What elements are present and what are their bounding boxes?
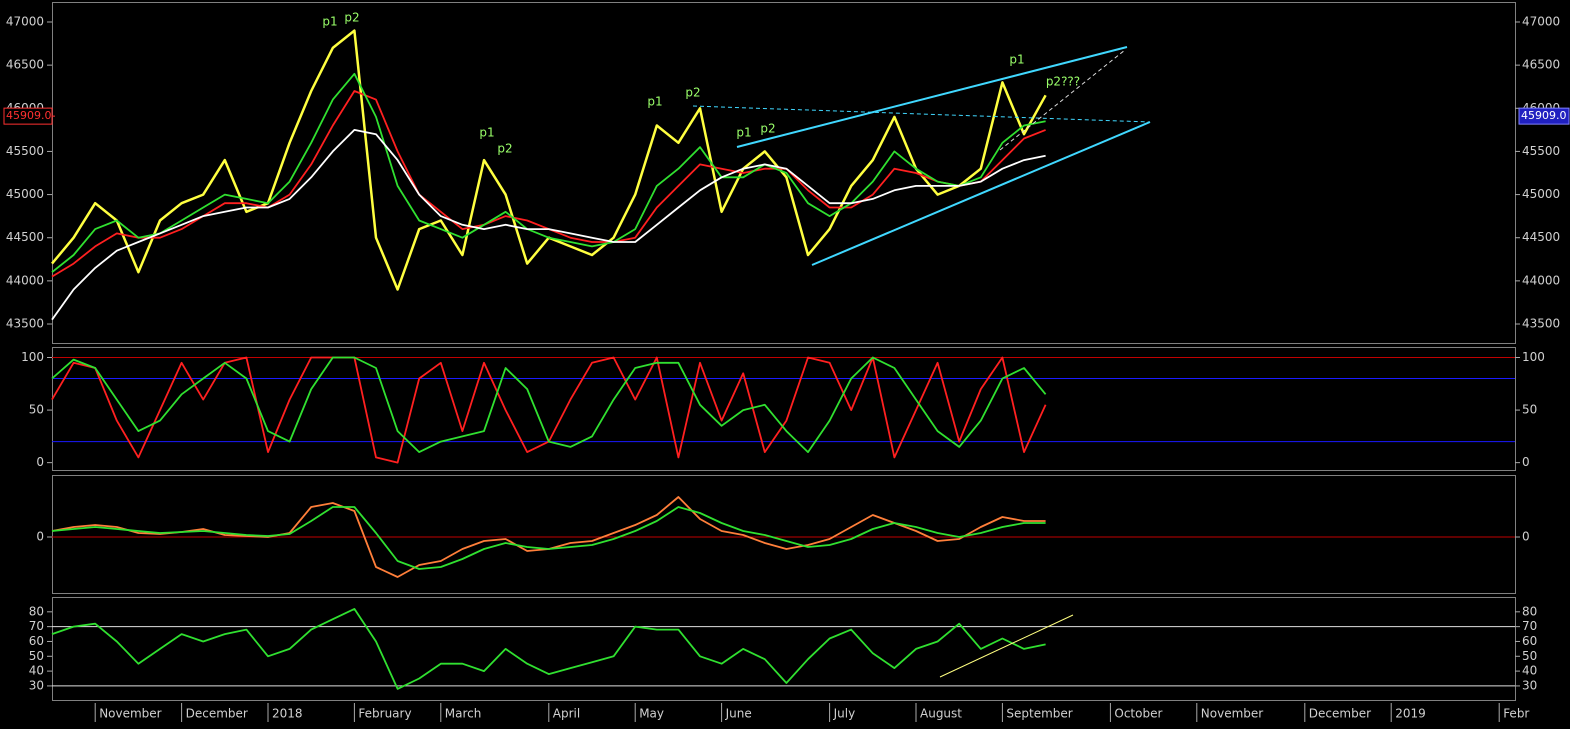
x-tick-label: Febr — [1503, 707, 1529, 721]
channel-lower — [811, 121, 1151, 266]
y-tick-label: 30 — [29, 678, 44, 692]
trendlines — [692, 46, 1151, 678]
y-tick-label: 46500 — [1522, 58, 1560, 72]
y-tick-label: 43500 — [6, 317, 44, 331]
x-tick-label: October — [1114, 707, 1162, 721]
y-tick-label: 50 — [29, 403, 44, 417]
rsi-trendline — [939, 614, 1074, 678]
y-tick-label: 46500 — [6, 58, 44, 72]
y-tick-label: 47000 — [1522, 14, 1560, 28]
annotation: p1 — [1009, 53, 1024, 67]
x-tick-label: June — [725, 707, 752, 721]
series-line — [51, 608, 1046, 690]
y-tick-label: 50 — [1522, 649, 1537, 663]
annotation: p1 — [479, 126, 494, 140]
y-tick-label: 100 — [21, 350, 44, 364]
y-tick-label: 100 — [1522, 350, 1545, 364]
y-tick-label: 44500 — [6, 230, 44, 244]
marks: 43500 43500 44000 44000 44500 44500 45000 45000… — [3, 11, 1570, 722]
x-tick-label: 2018 — [272, 707, 303, 721]
series-line — [51, 72, 1046, 273]
frame — [52, 475, 1516, 594]
x-tick-label: 2019 — [1395, 707, 1426, 721]
annotation: p2 — [685, 86, 700, 100]
annotation: p2 — [344, 11, 359, 25]
y-tick-label: 60 — [1522, 634, 1537, 648]
last-price-label: 45909.0 — [1521, 109, 1567, 122]
annotation: p2 — [760, 122, 775, 136]
last-price-box — [3, 107, 53, 125]
y-tick-label: 0 — [1522, 455, 1530, 469]
last-price-box — [1518, 107, 1570, 125]
y-tick-label: 44500 — [1522, 230, 1560, 244]
x-tick-label: November — [99, 707, 161, 721]
x-tick-label: November — [1201, 707, 1263, 721]
y-tick-label: 40 — [29, 664, 44, 678]
y-tick-label: 70 — [1522, 619, 1537, 633]
frame — [52, 347, 1516, 471]
y-tick-label: 40 — [1522, 664, 1537, 678]
x-tick-label: May — [639, 707, 664, 721]
x-tick-label: March — [445, 707, 482, 721]
frame — [52, 597, 1516, 701]
last-price-label: 45909.0 — [6, 109, 52, 122]
y-tick-label: 80 — [1522, 604, 1537, 618]
annotation: p1 — [322, 15, 337, 29]
y-tick-label: 44000 — [6, 273, 44, 287]
y-tick-label: 50 — [29, 649, 44, 663]
dashed-line — [692, 105, 1151, 123]
series-line — [51, 506, 1046, 570]
y-tick-label: 45500 — [6, 144, 44, 158]
y-tick-label: 43500 — [1522, 317, 1560, 331]
panel-frames — [52, 2, 1516, 701]
series-line — [51, 129, 1046, 321]
x-tick-label: December — [186, 707, 248, 721]
y-tick-label: 80 — [29, 604, 44, 618]
y-tick-label: 70 — [29, 619, 44, 633]
y-tick-label: 44000 — [1522, 273, 1560, 287]
y-tick-label: 45000 — [6, 187, 44, 201]
x-tick-label: August — [920, 707, 962, 721]
y-tick-label: 50 — [1522, 403, 1537, 417]
y-tick-label: 45500 — [1522, 144, 1560, 158]
y-tick-label: 60 — [29, 634, 44, 648]
annotation: p2 — [497, 142, 512, 156]
annotation: p1 — [736, 126, 751, 140]
annotation: p1 — [647, 95, 662, 109]
frame — [52, 2, 1516, 344]
y-tick-label: 30 — [1522, 678, 1537, 692]
x-tick-label: December — [1309, 707, 1371, 721]
dashed-line — [999, 49, 1126, 151]
x-tick-label: September — [1006, 707, 1072, 721]
series-line — [51, 356, 1047, 453]
x-tick-label: July — [833, 707, 856, 721]
y-tick-label: 0 — [36, 455, 44, 469]
y-tick-label: 47000 — [6, 14, 44, 28]
y-tick-label: 0 — [36, 530, 44, 544]
x-tick-label: April — [553, 707, 580, 721]
x-tick-label: February — [358, 707, 411, 721]
channel-upper — [736, 46, 1128, 148]
annotation: p2??? — [1046, 75, 1080, 89]
y-tick-label: 45000 — [1522, 187, 1560, 201]
y-tick-label: 0 — [1522, 530, 1530, 544]
